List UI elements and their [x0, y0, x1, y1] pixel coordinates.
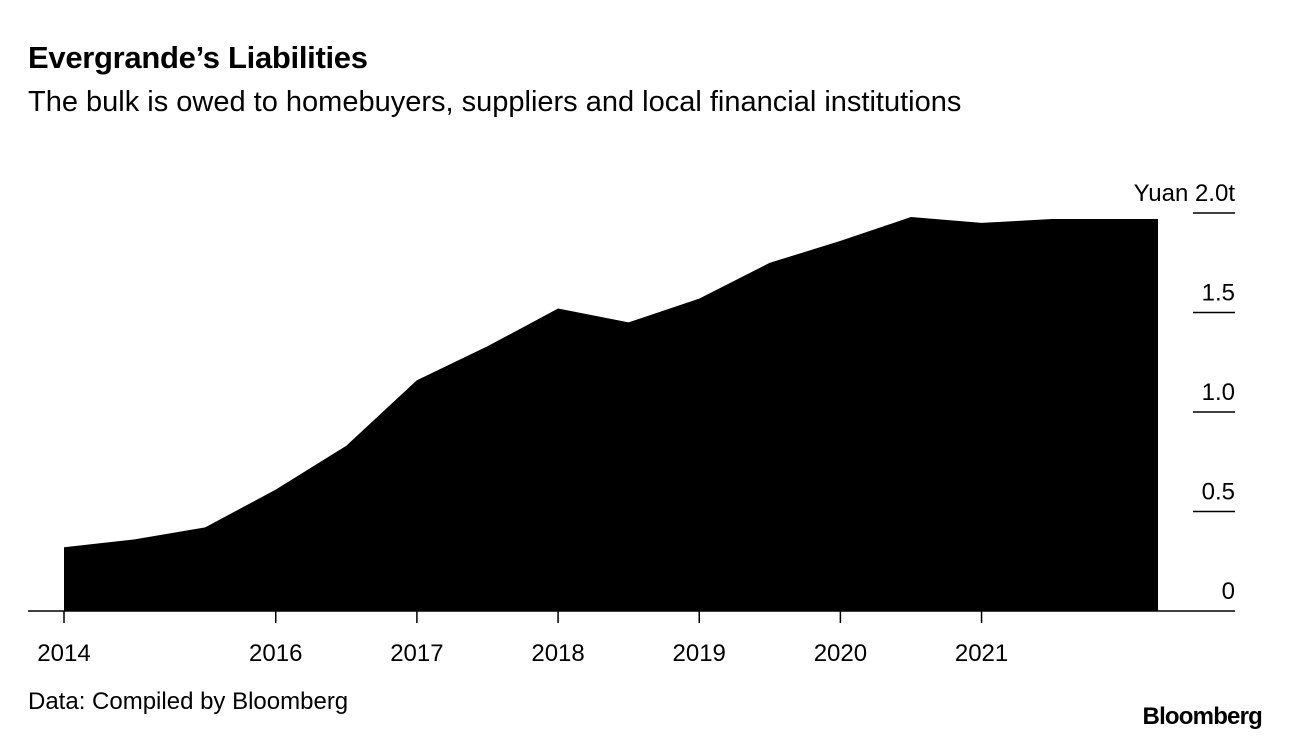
y-axis-ticks [1193, 212, 1235, 513]
area-series-0 [64, 217, 1158, 611]
y-tick-label-0: 0 [1222, 578, 1235, 605]
area-series [64, 217, 1158, 611]
x-axis-ticks [63, 611, 983, 623]
x-tick-label-5: 2020 [814, 640, 867, 667]
x-tick-label-1: 2016 [249, 640, 302, 667]
chart-title: Evergrande’s Liabilities [28, 40, 368, 75]
bloomberg-logo: Bloomberg [1142, 703, 1263, 730]
y-tick-label-2: 1.0 [1202, 379, 1235, 406]
x-axis-labels: 2014 2016 2017 2018 2019 2020 2021 [37, 640, 1008, 667]
chart-subtitle: The bulk is owed to homebuyers, supplier… [28, 86, 962, 118]
y-tick-label-3: 1.5 [1202, 280, 1235, 307]
x-tick-label-3: 2018 [531, 640, 584, 667]
y-tick-label-1: 0.5 [1202, 479, 1235, 506]
x-tick-label-6: 2021 [955, 640, 1008, 667]
y-axis-labels: 0 0.5 1.0 1.5 Yuan 2.0t [1134, 180, 1236, 605]
y-tick-label-4: Yuan 2.0t [1134, 180, 1236, 207]
x-tick-label-2: 2017 [390, 640, 443, 667]
x-tick-label-0: 2014 [37, 640, 90, 667]
x-tick-label-4: 2019 [673, 640, 726, 667]
source-note: Data: Compiled by Bloomberg [28, 688, 349, 715]
